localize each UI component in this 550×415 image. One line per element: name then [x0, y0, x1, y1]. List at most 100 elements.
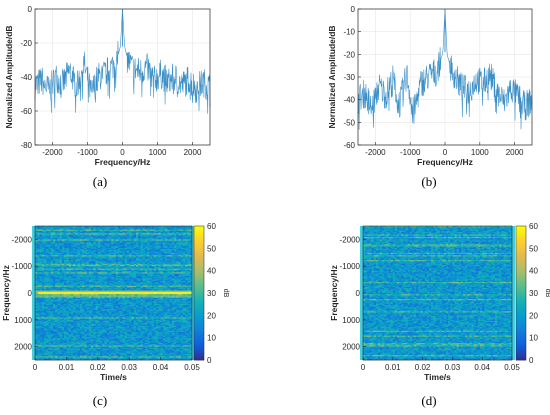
heatmap-cell: [169, 244, 173, 246]
heatmap-cell: [64, 254, 67, 256]
heatmap-cell: [57, 256, 60, 258]
heatmap-cell: [95, 284, 99, 286]
heatmap-cell: [131, 241, 134, 244]
heatmap-cell: [109, 243, 112, 245]
heatmap-cell: [79, 264, 83, 267]
heatmap-cell: [149, 233, 152, 235]
heatmap-cell: [106, 238, 110, 240]
heatmap-cell: [68, 284, 72, 286]
heatmap-cell: [189, 226, 193, 228]
chart-panel-2: 0 0.01 0.02 0.03 0.04 0.05-2000-1000010002000…: [1, 222, 229, 408]
heatmap-cell: [131, 250, 134, 252]
heatmap-cell: [95, 238, 99, 240]
heatmap-cell: [147, 273, 150, 276]
heatmap-cell: [97, 233, 101, 235]
heatmap-cell: [100, 228, 103, 230]
heatmap-cell: [97, 263, 101, 266]
heatmap-cell: [160, 271, 164, 273]
heatmap-cell: [73, 269, 76, 272]
heatmap-cell: [93, 238, 96, 240]
heatmap-cell: [52, 271, 56, 273]
heatmap-cell: [133, 266, 137, 268]
heatmap-cell: [37, 275, 40, 278]
heatmap-cell: [106, 228, 110, 230]
heatmap-cell: [50, 282, 54, 284]
heatmap-cell: [93, 255, 96, 257]
heatmap-cell: [70, 272, 74, 274]
heatmap-cell: [50, 258, 54, 261]
heatmap-cell: [189, 234, 193, 237]
heatmap-cell: [165, 249, 168, 251]
heatmap-cell: [140, 280, 143, 283]
heatmap-cell: [84, 226, 87, 228]
heatmap-cell: [46, 256, 49, 258]
heatmap-cell: [70, 280, 74, 283]
heatmap-cell: [55, 277, 58, 279]
heatmap-cell: [144, 255, 148, 257]
heatmap-cell: [115, 267, 119, 269]
heatmap-cell: [37, 284, 40, 286]
heatmap-cell: [120, 257, 123, 260]
heatmap-cell: [151, 272, 155, 274]
heatmap-cell: [187, 256, 191, 258]
heatmap-cell: [97, 229, 101, 232]
heatmap-cell: [131, 272, 134, 274]
heatmap-cell: [95, 233, 99, 235]
heatmap-cell: [73, 273, 76, 276]
heatmap-cell: [104, 241, 108, 244]
heatmap-cell: [109, 264, 112, 267]
heatmap-cell: [73, 252, 76, 255]
heatmap-cell: [61, 256, 65, 258]
heatmap-cell: [79, 238, 83, 240]
heatmap-cell: [158, 227, 161, 229]
heatmap-cell: [169, 243, 173, 245]
heatmap-cell: [153, 278, 157, 280]
heatmap-cell: [68, 268, 72, 271]
heatmap-cell: [37, 263, 40, 266]
heatmap-cell: [93, 251, 96, 254]
heatmap-cell: [111, 257, 114, 260]
heatmap-cell: [158, 278, 161, 280]
heatmap-cell: [138, 261, 141, 263]
heatmap-cell: [171, 256, 175, 258]
heatmap-cell: [37, 271, 40, 273]
heatmap-cell: [133, 226, 137, 228]
heatmap-cell: [66, 268, 69, 271]
heatmap-cell: [79, 255, 83, 257]
heatmap-cell: [165, 254, 168, 256]
heatmap-cell: [61, 236, 65, 239]
heatmap-cell: [140, 256, 143, 258]
heatmap-cell: [126, 254, 130, 256]
heatmap-cell: [43, 273, 47, 276]
heatmap-cell: [129, 279, 132, 282]
heatmap-cell: [158, 263, 161, 266]
heatmap-cell: [37, 240, 40, 243]
heatmap-cell: [185, 268, 188, 271]
heatmap-cell: [162, 283, 166, 285]
heatmap-cell: [46, 229, 49, 232]
heatmap-cell: [61, 244, 65, 246]
heatmap-cell: [147, 240, 150, 243]
heatmap-cell: [95, 239, 99, 241]
heatmap-cell: [129, 236, 132, 239]
heatmap-cell: [57, 278, 60, 280]
heatmap-cell: [167, 227, 170, 229]
heatmap-cell: [147, 280, 150, 283]
heatmap-cell: [151, 260, 155, 262]
heatmap-cell: [158, 229, 161, 232]
heatmap-cell: [180, 246, 184, 249]
heatmap-cell: [97, 264, 101, 267]
heatmap-cell: [97, 226, 101, 228]
heatmap-cell: [142, 240, 146, 243]
heatmap-cell: [135, 284, 139, 286]
heatmap-cell: [86, 257, 90, 260]
heatmap-cell: [88, 278, 92, 280]
heatmap-cell: [167, 272, 170, 274]
heatmap-cell: [131, 238, 134, 240]
heatmap-cell: [162, 284, 166, 286]
heatmap-cell: [138, 232, 141, 234]
heatmap-cell: [167, 256, 170, 258]
heatmap-cell: [138, 240, 141, 243]
heatmap-cell: [97, 262, 101, 265]
heatmap-cell: [100, 272, 103, 274]
